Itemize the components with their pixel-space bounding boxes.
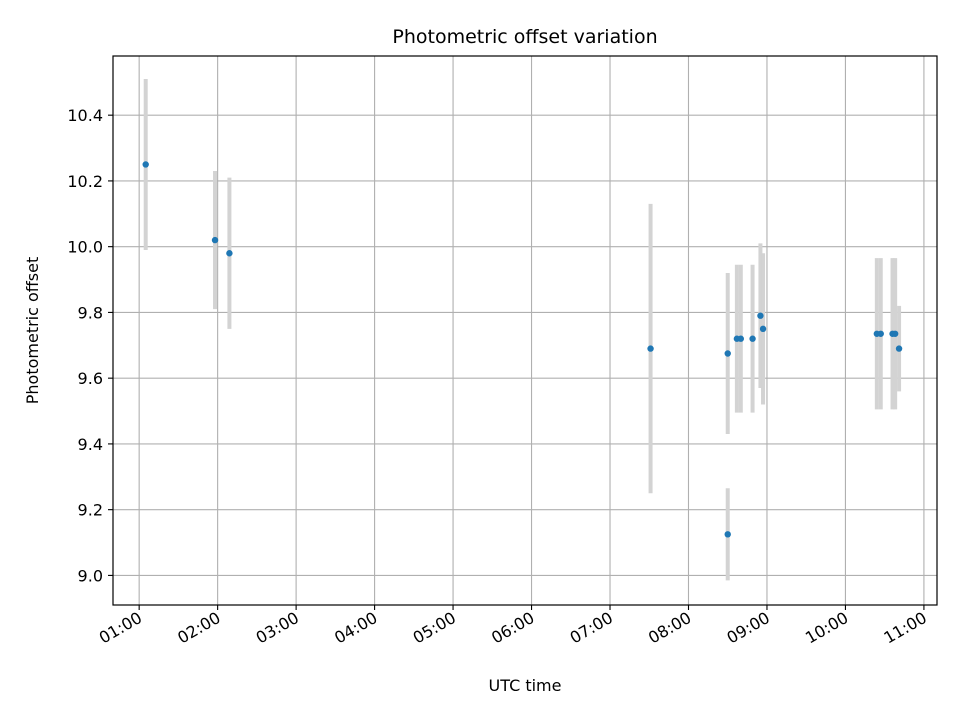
x-tick-label: 02:00 — [174, 608, 223, 648]
x-tick-label: 11:00 — [880, 608, 929, 648]
data-point — [142, 161, 149, 168]
data-point — [759, 325, 767, 333]
x-axis-ticks: 01:00 02:00 03:00 04:00 05:00 06:00 07:00 08:00… — [96, 605, 930, 648]
y-axis-ticks: 9.0 9.2 9.4 9.6 9.8 10.0 10.2 10.4 — [67, 106, 113, 585]
x-tick-label: 10:00 — [802, 608, 851, 648]
plot-frame — [112, 55, 938, 606]
data-point — [757, 312, 764, 319]
y-tick-label: 10.0 — [67, 238, 103, 257]
data-points — [142, 161, 903, 538]
errorbars — [143, 79, 902, 581]
y-tick-label: 9.8 — [78, 303, 103, 322]
y-tick-label: 9.0 — [78, 566, 103, 585]
x-tick-label: 07:00 — [567, 608, 616, 648]
data-point — [647, 345, 654, 352]
chart-title: Photometric offset variation — [392, 26, 657, 48]
data-point — [724, 350, 731, 357]
data-point — [895, 345, 903, 352]
x-tick-label: 01:00 — [96, 608, 145, 648]
x-axis-label: UTC time — [489, 676, 562, 695]
data-point — [724, 531, 731, 538]
data-point — [877, 330, 884, 337]
y-tick-label: 9.4 — [78, 435, 103, 454]
y-tick-label: 9.6 — [78, 369, 103, 388]
data-point — [211, 236, 219, 244]
y-axis-label: Photometric offset — [23, 257, 42, 405]
data-point — [737, 335, 745, 342]
x-tick-label: 04:00 — [331, 608, 380, 648]
y-tick-label: 10.4 — [67, 106, 103, 125]
x-tick-label: 05:00 — [410, 608, 459, 648]
x-tick-label: 03:00 — [253, 608, 302, 648]
data-point — [749, 335, 756, 342]
x-tick-label: 09:00 — [724, 608, 773, 648]
x-tick-label: 08:00 — [645, 608, 694, 648]
y-tick-label: 9.2 — [78, 501, 103, 520]
y-tick-label: 10.2 — [67, 172, 103, 191]
data-point — [226, 250, 233, 257]
data-point — [891, 330, 899, 337]
x-tick-label: 06:00 — [488, 608, 537, 648]
grid — [113, 56, 937, 605]
